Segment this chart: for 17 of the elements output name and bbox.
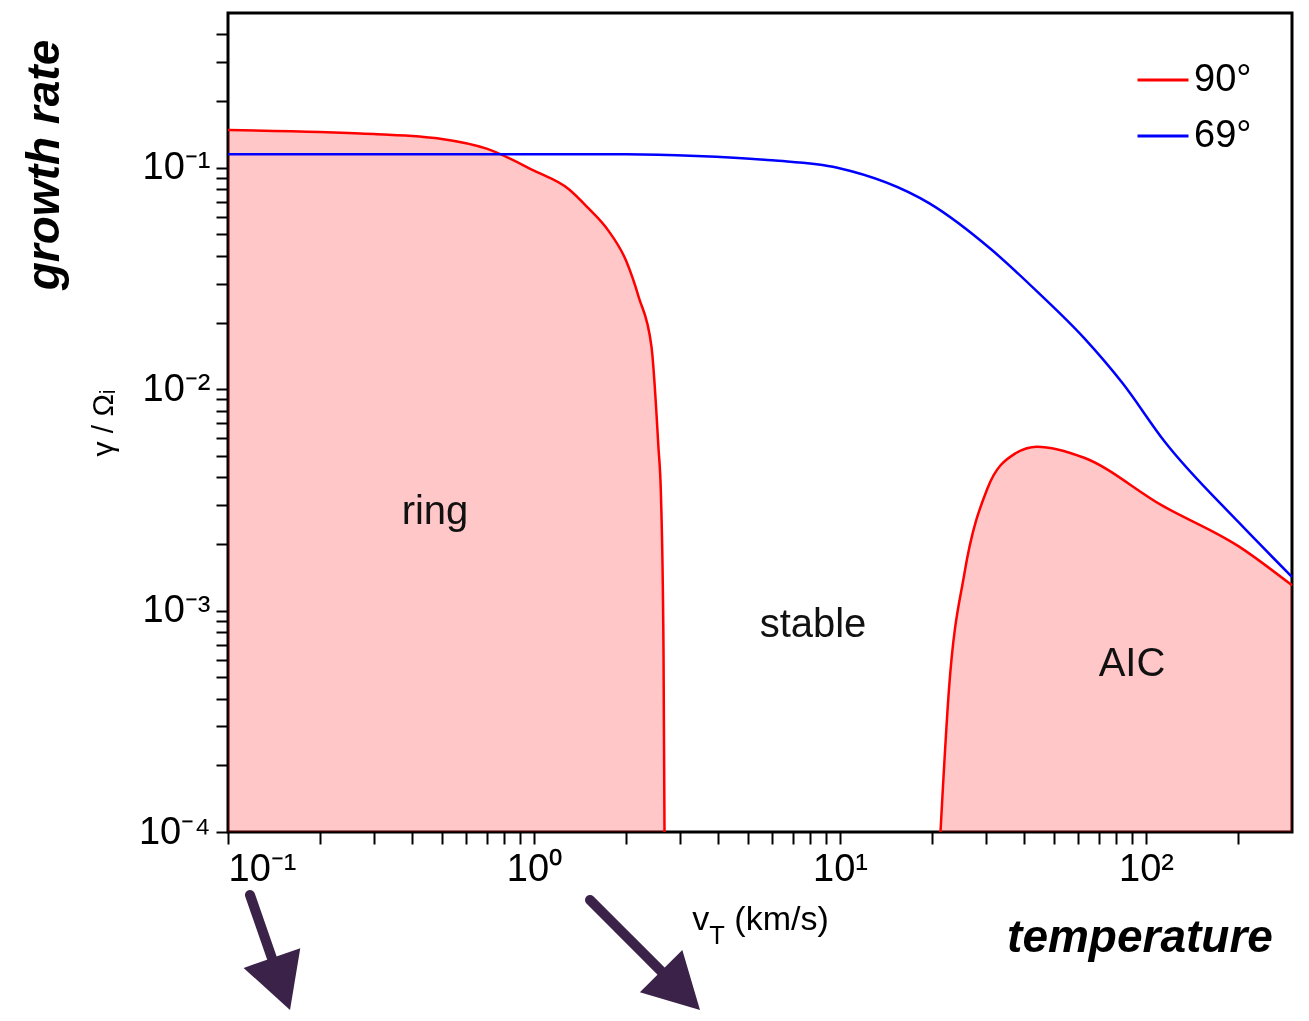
y-tick-label: 10⁻¹ (142, 145, 211, 188)
legend-label: 69° (1194, 113, 1252, 155)
y-tick-label: 10⁻² (142, 366, 211, 409)
y-tick-label: 10⁻³ (142, 588, 211, 631)
y-tick-label: 10⁻⁴ (138, 809, 211, 852)
text: growth rate (17, 39, 69, 292)
x-tick-label: 10⁰ (506, 846, 563, 889)
annotation: AIC (1098, 640, 1166, 684)
x-tick-label: 10² (1119, 846, 1174, 889)
y-axis-title: γ / Ωᵢ (85, 389, 119, 457)
annotation: stable (759, 601, 867, 645)
annotation: ring (401, 488, 469, 532)
x-tick-label: 10¹ (813, 846, 868, 889)
legend-label: 90° (1194, 57, 1252, 99)
x-axis-title: v$_{T}$ (km/s) (692, 898, 829, 949)
x-tick-label: 10⁻¹ (228, 846, 297, 889)
text: temperature (1007, 910, 1273, 962)
